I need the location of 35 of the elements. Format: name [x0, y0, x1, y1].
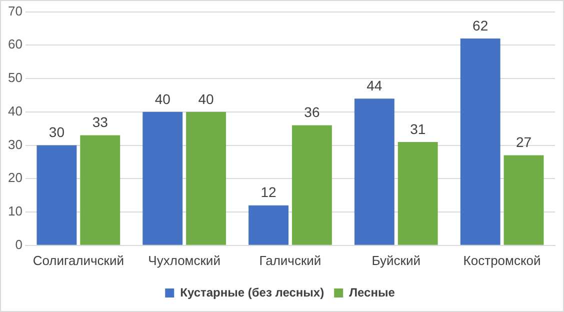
data-label: 31: [410, 120, 426, 137]
data-label: 40: [198, 90, 214, 107]
bar: [186, 112, 226, 245]
data-label: 40: [154, 90, 171, 107]
bar: [142, 112, 183, 245]
data-label: 27: [516, 134, 532, 150]
legend-label: Кустарные (без лесных): [180, 285, 324, 300]
y-tick-label: 50: [8, 70, 22, 86]
bar: [292, 125, 332, 245]
bar: [354, 98, 394, 245]
x-tick-label: Галичский: [259, 252, 322, 268]
bar: [460, 38, 500, 245]
bar: [36, 145, 77, 245]
y-tick-label: 60: [8, 36, 22, 52]
bar: [80, 135, 120, 245]
x-tick-label: Костромской: [463, 252, 541, 268]
y-tick-label: 10: [8, 204, 22, 219]
x-tick-label: Чухломский: [148, 252, 220, 268]
bar: [248, 205, 288, 245]
data-label: 12: [260, 184, 277, 200]
data-label: 44: [366, 77, 382, 94]
data-label: 30: [48, 124, 65, 140]
y-tick-label: 0: [15, 236, 22, 252]
legend-label: Лесные: [349, 285, 396, 300]
bar: [504, 155, 544, 245]
data-label: 62: [472, 17, 488, 34]
y-tick-label: 20: [8, 170, 22, 186]
data-label: 33: [92, 114, 108, 130]
x-tick-label: Солигаличский: [32, 252, 124, 268]
y-tick-label: 40: [8, 103, 22, 118]
bar: [398, 142, 438, 245]
x-tick-label: Буйский: [372, 252, 420, 268]
data-label: 36: [304, 104, 320, 120]
y-tick-label: 70: [8, 3, 22, 18]
y-tick-label: 30: [8, 136, 22, 152]
